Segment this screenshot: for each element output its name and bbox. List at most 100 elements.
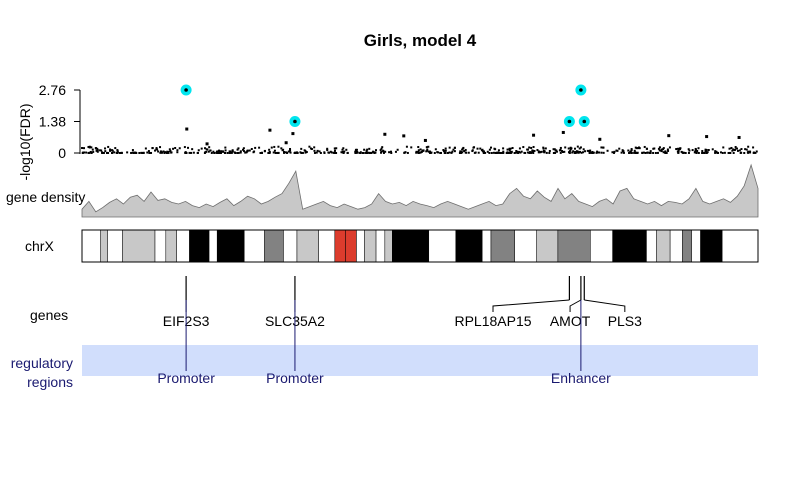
data-point [356, 151, 359, 154]
data-point [578, 147, 581, 150]
data-point [304, 151, 307, 154]
outlier-point-3 [383, 132, 387, 136]
data-point [228, 151, 231, 154]
data-point [273, 145, 276, 148]
data-point [660, 149, 663, 152]
data-point [365, 149, 368, 152]
data-point [664, 150, 667, 153]
data-point [740, 148, 743, 151]
data-point [382, 151, 385, 154]
data-point [511, 146, 514, 149]
data-point [326, 149, 329, 152]
data-point [212, 150, 215, 153]
data-point [448, 151, 451, 154]
data-point [695, 151, 698, 154]
data-point [642, 151, 645, 154]
data-point [417, 149, 420, 152]
data-point [403, 151, 406, 154]
data-point [482, 151, 485, 154]
data-point [172, 147, 175, 150]
data-point [711, 148, 714, 151]
data-point [155, 147, 158, 150]
data-point [146, 151, 149, 154]
data-point [372, 150, 375, 153]
highlighted-points [180, 84, 590, 127]
data-point [559, 151, 562, 154]
data-point [652, 151, 655, 154]
data-point [536, 149, 539, 152]
gene-connector-3 [569, 299, 582, 312]
data-point [203, 151, 206, 154]
data-point [166, 150, 169, 153]
data-point [641, 151, 644, 154]
data-point [174, 146, 177, 149]
data-point [694, 148, 697, 151]
data-point [359, 151, 362, 154]
data-point [115, 151, 118, 154]
data-point [346, 151, 349, 154]
highlight-point-4 [582, 119, 587, 124]
data-point [342, 151, 345, 154]
outlier-point-2 [291, 132, 295, 136]
data-point [345, 148, 348, 151]
data-point [518, 150, 521, 153]
data-point [254, 146, 257, 149]
data-point [313, 149, 316, 152]
data-point [284, 151, 287, 154]
data-point [450, 151, 453, 154]
data-point [531, 150, 534, 153]
data-point [621, 150, 624, 153]
regulatory-band [82, 345, 758, 376]
data-point [643, 145, 646, 148]
scatter-panel: -log10(FDR) 0 1.38 2.76 [17, 82, 758, 181]
data-point [333, 151, 336, 154]
data-point [228, 150, 231, 153]
band-23 [455, 229, 483, 263]
highlight-point-2 [567, 119, 572, 124]
data-point [735, 147, 738, 150]
data-point [687, 148, 690, 151]
data-point [515, 150, 518, 153]
band-15 [334, 229, 346, 263]
data-point [520, 150, 523, 153]
data-point [142, 151, 145, 154]
data-point [684, 151, 687, 154]
data-point [677, 151, 680, 154]
data-point [250, 147, 253, 150]
data-point [467, 151, 470, 154]
data-point [113, 151, 116, 154]
data-point [236, 148, 239, 151]
data-point [676, 150, 679, 153]
data-point [453, 150, 456, 153]
data-point [490, 146, 493, 149]
chromosome-label: chrX [25, 238, 54, 254]
data-point [231, 150, 234, 153]
data-point [96, 149, 99, 152]
y-tick-label-0: 0 [58, 145, 66, 161]
data-point [375, 149, 378, 152]
data-point [289, 151, 292, 154]
data-point [652, 147, 655, 150]
band-35 [691, 229, 701, 263]
data-point [277, 151, 280, 154]
data-point [176, 151, 179, 154]
data-point [572, 150, 575, 153]
data-point [282, 148, 285, 151]
data-point [309, 147, 312, 150]
data-point [221, 150, 224, 153]
band-10 [243, 229, 265, 263]
data-point [286, 151, 289, 154]
data-point [513, 151, 516, 154]
data-point [342, 147, 345, 150]
band-8 [208, 229, 218, 263]
data-point [627, 149, 630, 152]
band-4 [154, 229, 167, 263]
data-point [526, 148, 529, 151]
data-point [530, 146, 533, 149]
data-point [723, 151, 726, 154]
data-point [390, 151, 393, 154]
regulatory-label-line2: regions [27, 374, 73, 390]
data-point [586, 149, 589, 152]
data-point [88, 146, 91, 149]
data-point [406, 151, 409, 154]
